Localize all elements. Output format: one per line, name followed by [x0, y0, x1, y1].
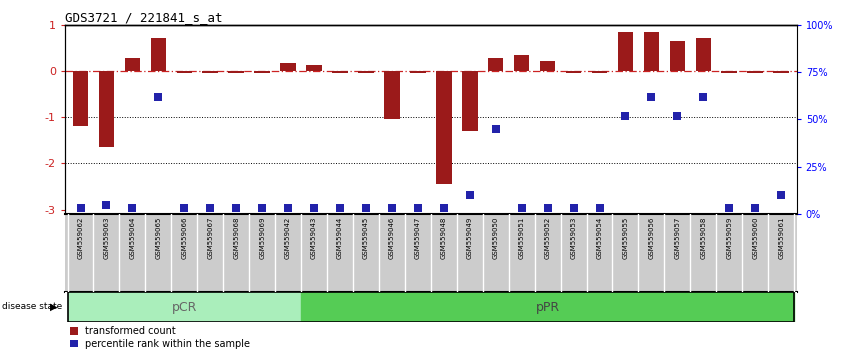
- Text: GSM559057: GSM559057: [675, 217, 681, 259]
- Bar: [359, 71, 374, 73]
- Text: GSM559063: GSM559063: [103, 217, 109, 259]
- Bar: [669, 41, 685, 71]
- Text: GSM559050: GSM559050: [493, 217, 499, 259]
- Text: GSM559059: GSM559059: [727, 217, 733, 259]
- Text: GSM559049: GSM559049: [467, 217, 473, 259]
- Point: [774, 193, 788, 198]
- Point: [748, 206, 762, 211]
- Bar: [617, 32, 633, 71]
- Point: [126, 206, 139, 211]
- Point: [411, 206, 425, 211]
- Point: [566, 206, 580, 211]
- Text: GSM559052: GSM559052: [545, 217, 551, 259]
- Bar: [747, 71, 763, 73]
- Text: GSM559055: GSM559055: [623, 217, 629, 259]
- Point: [722, 206, 736, 211]
- Point: [540, 206, 554, 211]
- Point: [488, 126, 502, 132]
- Text: GSM559048: GSM559048: [441, 217, 447, 259]
- Text: GSM559053: GSM559053: [571, 217, 577, 259]
- Point: [307, 206, 321, 211]
- Text: GSM559042: GSM559042: [285, 217, 291, 259]
- Bar: [540, 61, 555, 71]
- Bar: [68, 292, 301, 322]
- Bar: [565, 71, 581, 73]
- Point: [204, 206, 217, 211]
- Text: GSM559045: GSM559045: [363, 217, 369, 259]
- Text: ▶: ▶: [50, 302, 58, 312]
- Point: [229, 206, 243, 211]
- Bar: [436, 71, 451, 184]
- Bar: [695, 38, 711, 71]
- Text: GSM559043: GSM559043: [311, 217, 317, 259]
- Text: disease state: disease state: [2, 302, 62, 312]
- Bar: [203, 71, 218, 73]
- Text: GSM559047: GSM559047: [415, 217, 421, 259]
- Point: [670, 113, 684, 119]
- Bar: [514, 55, 529, 71]
- Point: [178, 206, 191, 211]
- Point: [359, 206, 373, 211]
- Text: GSM559064: GSM559064: [129, 217, 135, 259]
- Text: GSM559044: GSM559044: [337, 217, 343, 259]
- Text: GSM559058: GSM559058: [701, 217, 707, 259]
- Text: GDS3721 / 221841_s_at: GDS3721 / 221841_s_at: [65, 11, 223, 24]
- Bar: [73, 71, 88, 126]
- Point: [462, 193, 476, 198]
- Bar: [643, 32, 659, 71]
- Text: GSM559069: GSM559069: [259, 217, 265, 259]
- Bar: [307, 65, 322, 71]
- Text: GSM559065: GSM559065: [155, 217, 161, 259]
- Point: [436, 206, 450, 211]
- Point: [644, 94, 658, 99]
- Point: [281, 206, 295, 211]
- Point: [696, 94, 710, 99]
- Bar: [410, 71, 426, 73]
- Text: GSM559068: GSM559068: [233, 217, 239, 259]
- Text: GSM559056: GSM559056: [649, 217, 655, 259]
- Point: [74, 206, 87, 211]
- Bar: [255, 71, 270, 73]
- Text: GSM559054: GSM559054: [597, 217, 603, 259]
- Text: pPR: pPR: [535, 301, 559, 314]
- Point: [152, 94, 165, 99]
- Bar: [385, 71, 400, 119]
- Bar: [177, 71, 192, 73]
- Legend: transformed count, percentile rank within the sample: transformed count, percentile rank withi…: [70, 326, 250, 349]
- Point: [618, 113, 632, 119]
- Text: GSM559060: GSM559060: [753, 217, 759, 259]
- Bar: [229, 71, 244, 73]
- Point: [100, 202, 113, 207]
- Bar: [591, 71, 607, 73]
- Bar: [151, 38, 166, 71]
- Bar: [301, 292, 794, 322]
- Text: GSM559051: GSM559051: [519, 217, 525, 259]
- Bar: [99, 71, 114, 147]
- Bar: [488, 58, 503, 71]
- Bar: [125, 58, 140, 71]
- Point: [385, 206, 399, 211]
- Bar: [721, 71, 737, 73]
- Text: pCR: pCR: [171, 301, 197, 314]
- Point: [592, 206, 606, 211]
- Text: GSM559061: GSM559061: [779, 217, 784, 259]
- Text: GSM559066: GSM559066: [181, 217, 187, 259]
- Bar: [333, 71, 348, 73]
- Bar: [773, 71, 789, 73]
- Text: GSM559067: GSM559067: [207, 217, 213, 259]
- Point: [255, 206, 269, 211]
- Bar: [281, 63, 296, 71]
- Text: GSM559046: GSM559046: [389, 217, 395, 259]
- Point: [514, 206, 528, 211]
- Text: GSM559062: GSM559062: [78, 217, 83, 259]
- Bar: [462, 71, 477, 131]
- Point: [333, 206, 347, 211]
